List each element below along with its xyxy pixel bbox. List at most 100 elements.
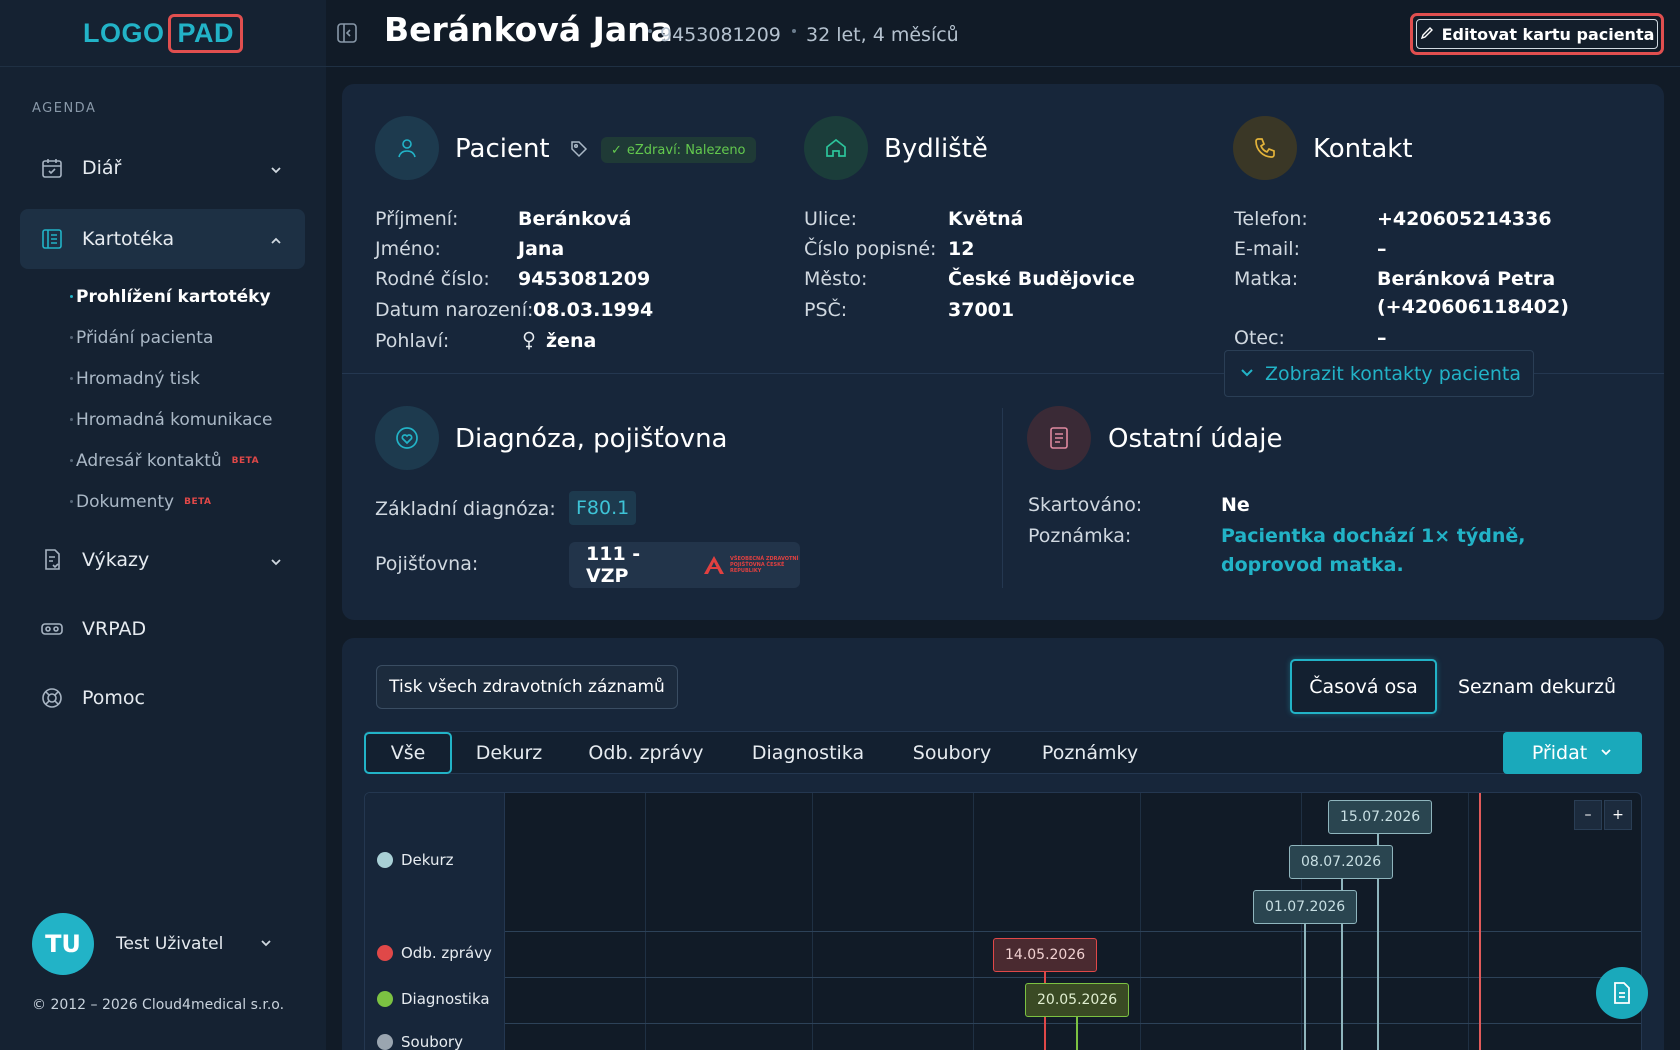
edit-patient-card-button[interactable]: Editovat kartu pacienta bbox=[1410, 13, 1664, 55]
submenu-pridani-pacienta[interactable]: Přidání pacienta bbox=[69, 317, 272, 358]
show-contacts-button[interactable]: Zobrazit kontakty pacienta bbox=[1224, 350, 1534, 397]
diagnosis-code[interactable]: F80.1 bbox=[569, 491, 637, 525]
kartoteka-submenu: Prohlížení kartotéky Přidání pacienta Hr… bbox=[69, 276, 272, 522]
label-shredded: Skartováno: bbox=[1028, 494, 1143, 516]
value-firstname: Jana bbox=[518, 238, 565, 260]
value-birth-date: 08.03.1994 bbox=[533, 299, 654, 321]
timeline-chart[interactable]: Dekurz Odb. zprávy Diagnostika Soubory 1… bbox=[364, 792, 1642, 1050]
label-house-number: Číslo popisné: bbox=[804, 238, 937, 260]
event-stem bbox=[1377, 834, 1379, 1050]
event-stem bbox=[1304, 924, 1306, 1050]
legend-dot bbox=[377, 991, 393, 1007]
event-stem bbox=[1341, 879, 1343, 1050]
timeline-gridline bbox=[1140, 793, 1141, 1050]
patient-section-title: Pacient bbox=[455, 134, 550, 164]
user-menu[interactable]: TU Test Uživatel bbox=[32, 913, 273, 975]
separator-dot bbox=[648, 29, 652, 33]
value-email: – bbox=[1377, 238, 1387, 260]
tab-odb-zpravy[interactable]: Odb. zprávy bbox=[588, 742, 704, 764]
badge-label: eZdraví: Nalezeno bbox=[626, 142, 746, 158]
tab-all[interactable]: Vše bbox=[364, 732, 452, 774]
timeline-event-diagnostika[interactable]: 20.05.2026 bbox=[1025, 983, 1130, 1017]
timeline-row-dekurz: Dekurz bbox=[377, 851, 454, 869]
tab-poznamky[interactable]: Poznámky bbox=[1041, 742, 1139, 764]
other-section-title: Ostatní údaje bbox=[1108, 424, 1283, 454]
timeline-event-dekurz[interactable]: 01.07.2026 bbox=[1253, 890, 1358, 924]
tab-dekurz[interactable]: Dekurz bbox=[475, 742, 543, 764]
timeline-row-divider bbox=[365, 931, 1641, 932]
value-street: Květná bbox=[948, 208, 1024, 230]
submenu-label: Dokumenty bbox=[76, 491, 175, 512]
legend-dot bbox=[377, 1034, 393, 1050]
sidebar-collapse-icon[interactable] bbox=[336, 22, 358, 48]
value-city: České Budějovice bbox=[948, 268, 1135, 290]
timeline-event-dekurz[interactable]: 08.07.2026 bbox=[1289, 845, 1394, 879]
timeline-gridline bbox=[645, 793, 646, 1050]
tag-icon[interactable] bbox=[570, 140, 588, 162]
timeline-event-odb-zpravy[interactable]: 14.05.2026 bbox=[993, 938, 1098, 972]
insurance-value: 111 - VZP bbox=[586, 543, 641, 587]
view-dekurs-list-button[interactable]: Seznam dekurzů bbox=[1458, 675, 1616, 698]
phone-icon bbox=[1255, 138, 1275, 158]
patient-id: 9453081209 bbox=[660, 24, 781, 46]
label-zip: PSČ: bbox=[804, 299, 848, 321]
nav-item-vrpad[interactable]: VRPAD bbox=[20, 599, 305, 659]
view-timeline-button[interactable]: Časová osa bbox=[1290, 659, 1437, 714]
record-filter-bar bbox=[364, 731, 1642, 774]
nav-item-vykazy[interactable]: Výkazy bbox=[20, 530, 305, 590]
today-line bbox=[1479, 793, 1481, 1050]
female-icon bbox=[521, 331, 537, 355]
insurance-chip: 111 - VZP VŠEOBECNÁ ZDRAVOTNÍ POJIŠŤOVNA… bbox=[569, 542, 800, 588]
home-icon bbox=[826, 138, 846, 157]
submenu-label: Přidání pacienta bbox=[76, 327, 214, 348]
nav-item-diar[interactable]: Diář bbox=[20, 138, 305, 198]
label-email: E-mail: bbox=[1234, 238, 1300, 260]
heart-shield-icon bbox=[396, 427, 418, 449]
label-mother: Matka: bbox=[1234, 268, 1299, 290]
logo[interactable]: LOGO PAD bbox=[0, 0, 326, 67]
beta-badge: BETA bbox=[231, 455, 260, 466]
logo-text-b: PAD bbox=[168, 13, 243, 53]
add-button-label: Přidat bbox=[1531, 742, 1588, 764]
row-label: Diagnostika bbox=[401, 990, 490, 1008]
nav-item-kartoteka[interactable]: Kartotéka bbox=[20, 209, 305, 269]
legend-dot bbox=[377, 945, 393, 961]
value-mother: Beránková Petra bbox=[1377, 268, 1556, 290]
nav-item-pomoc[interactable]: Pomoc bbox=[20, 668, 305, 728]
submenu-adresar-kontaktu[interactable]: Adresář kontaktů BETA bbox=[69, 440, 272, 481]
value-house-number: 12 bbox=[948, 238, 975, 260]
sidebar: LOGO PAD AGENDA Diář Kartotéka Prohlížen… bbox=[0, 0, 326, 1050]
zoom-in-button[interactable]: + bbox=[1604, 800, 1632, 830]
address-section-icon bbox=[804, 116, 868, 180]
chevron-down-icon bbox=[259, 935, 273, 954]
add-record-button[interactable]: Přidat bbox=[1503, 732, 1642, 774]
zoom-out-button[interactable]: – bbox=[1574, 800, 1602, 830]
label-phone: Telefon: bbox=[1234, 208, 1308, 230]
submenu-prohlizeni-kartoteky[interactable]: Prohlížení kartotéky bbox=[69, 276, 272, 317]
floating-document-button[interactable] bbox=[1596, 967, 1648, 1019]
submenu-hromadny-tisk[interactable]: Hromadný tisk bbox=[69, 358, 272, 399]
value-father: – bbox=[1377, 327, 1387, 349]
label-birth-date: Datum narození: bbox=[375, 299, 534, 321]
tab-soubory[interactable]: Soubory bbox=[912, 742, 992, 764]
submenu-dokumenty[interactable]: Dokumenty BETA bbox=[69, 481, 272, 522]
show-contacts-label: Zobrazit kontakty pacienta bbox=[1265, 362, 1521, 385]
user-icon bbox=[398, 139, 416, 158]
value-surname: Beránková bbox=[518, 208, 632, 230]
contact-section-title: Kontakt bbox=[1313, 134, 1413, 164]
vzp-logo-text: VŠEOBECNÁ ZDRAVOTNÍ POJIŠŤOVNA ČESKÉ REP… bbox=[730, 556, 799, 574]
tab-diagnostika[interactable]: Diagnostika bbox=[751, 742, 865, 764]
nav-label-diar: Diář bbox=[82, 157, 122, 179]
vr-headset-icon bbox=[40, 617, 64, 641]
diagnosis-section-icon bbox=[375, 406, 439, 470]
contact-section-icon bbox=[1233, 116, 1297, 180]
submenu-label: Adresář kontaktů bbox=[76, 450, 222, 471]
report-icon bbox=[40, 548, 64, 572]
print-all-records-button[interactable]: Tisk všech zdravotních záznamů bbox=[376, 665, 678, 709]
timeline-row-divider bbox=[365, 1023, 1641, 1024]
nav-label-pomoc: Pomoc bbox=[82, 687, 145, 709]
timeline-row-odb-zpravy: Odb. zprávy bbox=[377, 944, 492, 962]
submenu-hromadna-komunikace[interactable]: Hromadná komunikace bbox=[69, 399, 272, 440]
timeline-event-dekurz[interactable]: 15.07.2026 bbox=[1328, 800, 1433, 834]
chevron-down-icon bbox=[269, 552, 283, 574]
